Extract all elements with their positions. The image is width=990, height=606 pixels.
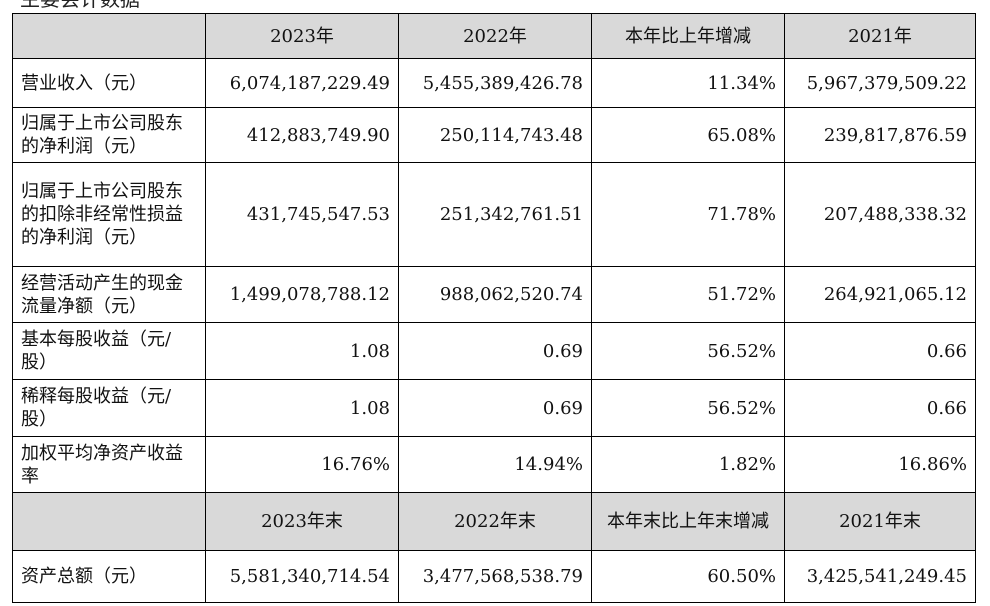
row-label: 资产总额（元） — [12, 550, 206, 603]
cell-change: 65.08% — [591, 107, 785, 163]
row-label: 基本每股收益（元/股） — [12, 322, 206, 380]
financial-summary-table: 2023年 2022年 本年比上年增减 2021年 营业收入（元） 6,074,… — [12, 13, 976, 603]
table-row: 归属于上市公司股东的扣除非经常性损益的净利润（元） 431,745,547.53… — [12, 162, 976, 267]
cell-2022: 5,455,389,426.78 — [398, 58, 592, 108]
header-change: 本年比上年增减 — [591, 13, 785, 59]
section-caption: 主要会计数据 — [20, 0, 140, 9]
table-row: 基本每股收益（元/股） 1.08 0.69 56.52% 0.66 — [12, 322, 976, 380]
cell-2023: 16.76% — [205, 436, 399, 493]
cell-2022: 988,062,520.74 — [398, 266, 592, 323]
cell-2023-end: 5,581,340,714.54 — [205, 550, 399, 603]
cell-2022: 0.69 — [398, 379, 592, 437]
row-label: 加权平均净资产收益率 — [12, 436, 206, 493]
header-change-end: 本年末比上年末增减 — [591, 492, 785, 551]
row-label: 经营活动产生的现金流量净额（元） — [12, 266, 206, 323]
cell-2021: 239,817,876.59 — [784, 107, 976, 163]
cell-change: 11.34% — [591, 58, 785, 108]
header-2022: 2022年 — [398, 13, 592, 59]
cell-2021: 207,488,338.32 — [784, 162, 976, 267]
row-label: 稀释每股收益（元/股） — [12, 379, 206, 437]
header-2021-end: 2021年末 — [784, 492, 976, 551]
cell-2021: 264,921,065.12 — [784, 266, 976, 323]
cell-2023: 431,745,547.53 — [205, 162, 399, 267]
cell-2023: 1.08 — [205, 379, 399, 437]
cell-change: 56.52% — [591, 379, 785, 437]
cell-change: 71.78% — [591, 162, 785, 267]
cell-2022-end: 3,477,568,538.79 — [398, 550, 592, 603]
table-row: 营业收入（元） 6,074,187,229.49 5,455,389,426.7… — [12, 58, 976, 108]
header-2022-end: 2022年末 — [398, 492, 592, 551]
cell-2021: 0.66 — [784, 322, 976, 380]
cell-2021: 16.86% — [784, 436, 976, 493]
table-row: 经营活动产生的现金流量净额（元） 1,499,078,788.12 988,06… — [12, 266, 976, 323]
cell-change: 56.52% — [591, 322, 785, 380]
table-row: 资产总额（元） 5,581,340,714.54 3,477,568,538.7… — [12, 550, 976, 603]
cell-2021-end: 3,425,541,249.45 — [784, 550, 976, 603]
header-cell-empty — [12, 492, 206, 551]
header-row: 2023年 2022年 本年比上年增减 2021年 — [12, 13, 976, 59]
cell-2023: 1.08 — [205, 322, 399, 380]
table-row: 归属于上市公司股东的净利润（元） 412,883,749.90 250,114,… — [12, 107, 976, 163]
cell-2023: 1,499,078,788.12 — [205, 266, 399, 323]
cell-2022: 14.94% — [398, 436, 592, 493]
row-label: 归属于上市公司股东的扣除非经常性损益的净利润（元） — [12, 162, 206, 267]
cell-2022: 251,342,761.51 — [398, 162, 592, 267]
header-2023-end: 2023年末 — [205, 492, 399, 551]
cell-change: 51.72% — [591, 266, 785, 323]
cell-2021: 5,967,379,509.22 — [784, 58, 976, 108]
cell-change-end: 60.50% — [591, 550, 785, 603]
header-cell-empty — [12, 13, 206, 59]
cell-2023: 6,074,187,229.49 — [205, 58, 399, 108]
table-row: 加权平均净资产收益率 16.76% 14.94% 1.82% 16.86% — [12, 436, 976, 493]
header-2021: 2021年 — [784, 13, 976, 59]
cell-2022: 0.69 — [398, 322, 592, 380]
table-row: 稀释每股收益（元/股） 1.08 0.69 56.52% 0.66 — [12, 379, 976, 437]
header-2023: 2023年 — [205, 13, 399, 59]
cell-2021: 0.66 — [784, 379, 976, 437]
cell-2023: 412,883,749.90 — [205, 107, 399, 163]
header-row-year-end: 2023年末 2022年末 本年末比上年末增减 2021年末 — [12, 492, 976, 551]
row-label: 归属于上市公司股东的净利润（元） — [12, 107, 206, 163]
row-label: 营业收入（元） — [12, 58, 206, 108]
cell-change: 1.82% — [591, 436, 785, 493]
cell-2022: 250,114,743.48 — [398, 107, 592, 163]
